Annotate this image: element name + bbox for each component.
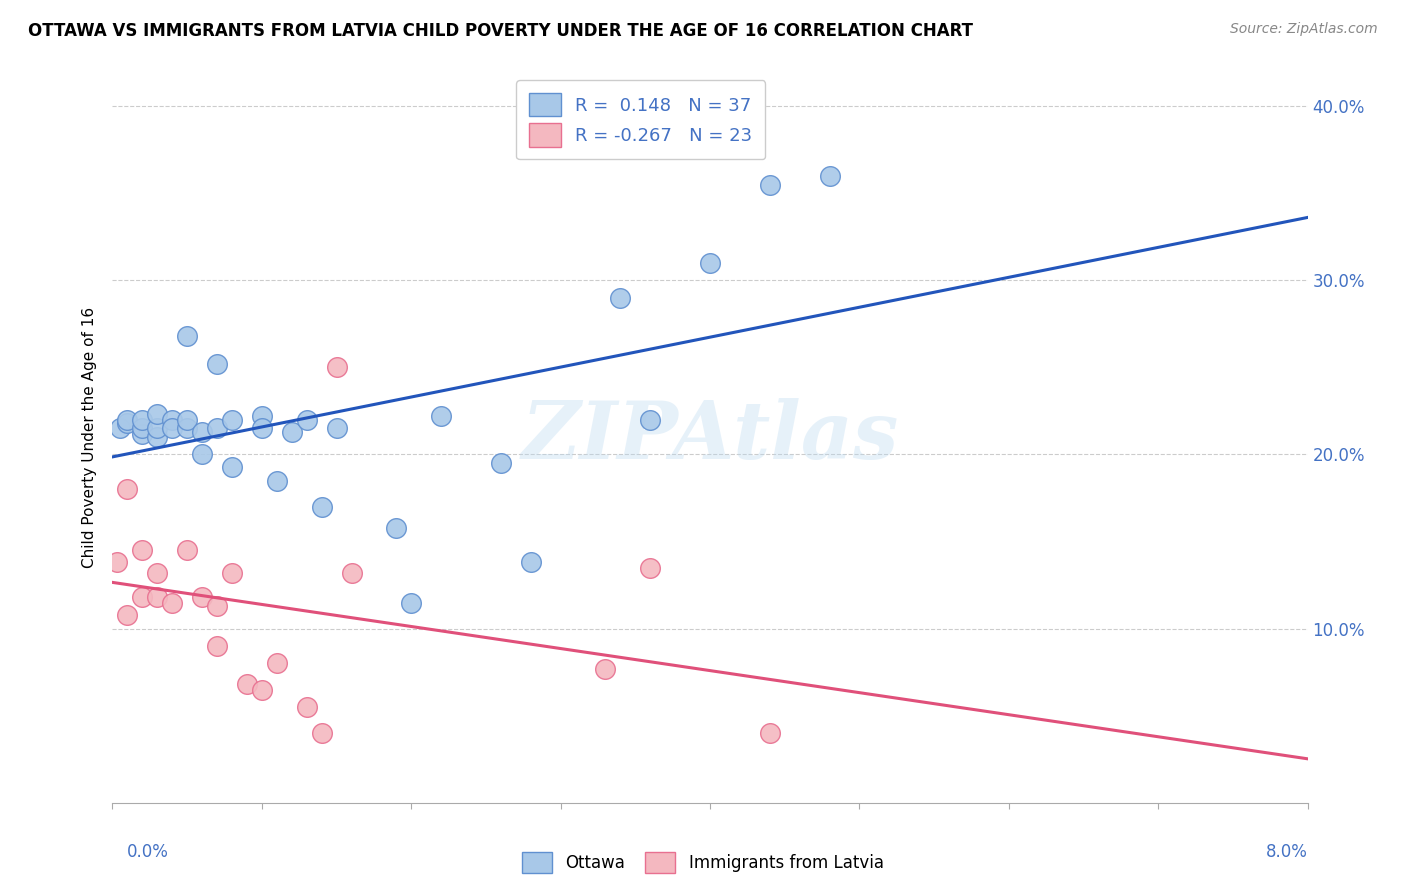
Point: [131, 543, 153, 558]
Point: [191, 425, 214, 439]
Point: [205, 357, 228, 371]
Text: 8.0%: 8.0%: [1265, 843, 1308, 861]
Point: [266, 474, 288, 488]
Point: [385, 521, 408, 535]
Point: [401, 595, 423, 609]
Point: [205, 599, 228, 613]
Text: OTTAWA VS IMMIGRANTS FROM LATVIA CHILD POVERTY UNDER THE AGE OF 16 CORRELATION C: OTTAWA VS IMMIGRANTS FROM LATVIA CHILD P…: [28, 22, 973, 40]
Point: [162, 421, 183, 435]
Point: [176, 421, 198, 435]
Point: [108, 421, 131, 435]
Point: [221, 459, 243, 474]
Point: [250, 409, 273, 424]
Point: [250, 682, 273, 697]
Point: [131, 591, 153, 605]
Point: [131, 421, 153, 435]
Point: [221, 566, 243, 580]
Point: [489, 456, 512, 470]
Point: [250, 421, 273, 435]
Point: [105, 556, 128, 570]
Point: [131, 412, 153, 426]
Point: [117, 483, 139, 497]
Point: [759, 726, 782, 740]
Legend: R =  0.148   N = 37, R = -0.267   N = 23: R = 0.148 N = 37, R = -0.267 N = 23: [516, 80, 765, 160]
Point: [146, 408, 169, 422]
Point: [520, 556, 543, 570]
Legend: Ottawa, Immigrants from Latvia: Ottawa, Immigrants from Latvia: [516, 846, 890, 880]
Point: [281, 425, 304, 439]
Point: [205, 421, 228, 435]
Point: [117, 416, 139, 430]
Point: [640, 412, 662, 426]
Point: [176, 543, 198, 558]
Point: [162, 595, 183, 609]
Point: [205, 639, 228, 653]
Point: [191, 448, 214, 462]
Point: [191, 591, 214, 605]
Text: Source: ZipAtlas.com: Source: ZipAtlas.com: [1230, 22, 1378, 37]
Point: [609, 291, 631, 305]
Point: [266, 657, 288, 671]
Point: [131, 426, 153, 441]
Point: [146, 591, 169, 605]
Point: [221, 412, 243, 426]
Point: [146, 430, 169, 444]
Point: [759, 178, 782, 192]
Y-axis label: Child Poverty Under the Age of 16: Child Poverty Under the Age of 16: [82, 307, 97, 567]
Point: [818, 169, 841, 183]
Point: [117, 412, 139, 426]
Point: [340, 566, 363, 580]
Point: [176, 329, 198, 343]
Point: [117, 607, 139, 622]
Point: [699, 256, 721, 270]
Text: 0.0%: 0.0%: [127, 843, 169, 861]
Point: [325, 360, 347, 375]
Point: [162, 412, 183, 426]
Point: [325, 421, 347, 435]
Point: [311, 726, 333, 740]
Point: [146, 421, 169, 435]
Point: [146, 566, 169, 580]
Point: [295, 412, 318, 426]
Point: [236, 677, 259, 691]
Point: [295, 700, 318, 714]
Point: [311, 500, 333, 514]
Point: [430, 409, 453, 424]
Point: [640, 560, 662, 574]
Text: ZIPAtlas: ZIPAtlas: [522, 399, 898, 475]
Point: [176, 412, 198, 426]
Point: [595, 662, 617, 676]
